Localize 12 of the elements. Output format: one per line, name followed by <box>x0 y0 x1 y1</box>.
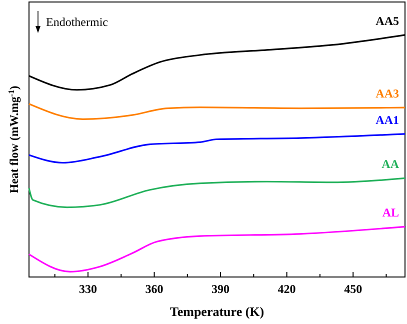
series-label: AL <box>382 206 399 220</box>
series-label: AA3 <box>376 86 399 101</box>
x-tick-label: 330 <box>78 282 97 296</box>
x-tick-label: 420 <box>278 282 296 296</box>
x-tick-label: 450 <box>344 282 362 296</box>
series-label: AA5 <box>376 14 399 28</box>
text: Endothermic <box>46 15 108 29</box>
x-axis-title: Temperature (K) <box>170 304 264 319</box>
x-tick-label: 360 <box>145 282 164 296</box>
series-label: AA1 <box>376 112 399 127</box>
series-label: AA <box>382 157 400 172</box>
x-tick-label: 390 <box>212 282 230 296</box>
